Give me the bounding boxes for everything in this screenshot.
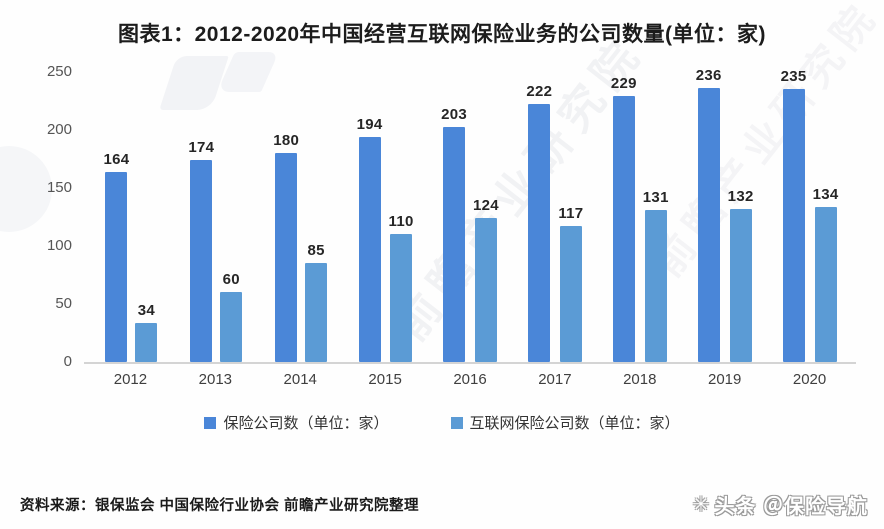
bar-value-label: 60: [222, 271, 240, 289]
x-axis-label: 2019: [707, 371, 742, 388]
bar-column-series2: 117: [558, 205, 583, 362]
page-title: 图表1：2012-2020年中国经营互联网保险业务的公司数量(单位：家): [117, 23, 767, 46]
bar-column-series2: 34: [135, 301, 158, 362]
bar-column-series2: 124: [473, 197, 499, 362]
bar-group: 229 131: [597, 75, 682, 362]
bar-value-label: 164: [103, 150, 130, 168]
bar-series2: [305, 263, 328, 362]
bar-column-series1: 180: [273, 132, 299, 362]
watermark-badge: ✳ 头条 ＠保险导航: [693, 490, 868, 519]
legend-marker-series1: [204, 416, 217, 429]
bar-series2: [220, 292, 243, 362]
bar-group: 236 132: [682, 67, 767, 362]
watermark-badge-text: 头条 ＠保险导航: [714, 496, 868, 518]
bar-series1: [358, 136, 381, 362]
bar-column-series1: 229: [611, 75, 637, 362]
bar-column-series1: 174: [188, 139, 214, 362]
bar-value-label: 85: [307, 242, 325, 260]
x-axis-label: 2018: [623, 371, 657, 388]
bar-value-label: 110: [388, 213, 414, 231]
bar-series2: [474, 218, 497, 362]
bar-value-label: 180: [273, 132, 300, 150]
bar-value-label: 222: [526, 83, 553, 101]
bar-value-label: 174: [188, 139, 215, 157]
bar-series1: [105, 171, 128, 362]
bar-column-series2: 85: [305, 242, 328, 362]
bar-series1: [782, 89, 805, 362]
bar-group: 174 60: [173, 139, 258, 362]
bar-value-label: 229: [610, 75, 637, 93]
x-axis-label: 2015: [368, 371, 402, 388]
bar-column-series2: 132: [728, 188, 754, 362]
bar-group: 203 124: [428, 106, 513, 362]
x-axis-label: 2014: [283, 371, 317, 388]
x-axis-label: 2020: [792, 371, 827, 388]
bar-series2: [814, 206, 837, 362]
y-axis-tick-label: 200: [46, 121, 72, 138]
bar-series1: [443, 126, 466, 362]
legend-label-series1: 保险公司数（单位：家）: [223, 415, 389, 432]
bar-value-label: 203: [441, 105, 467, 123]
bar-column-series2: 60: [220, 271, 243, 362]
bar-value-label: 124: [473, 197, 499, 215]
bar-series2: [390, 234, 413, 362]
bar-value-label: 236: [695, 67, 722, 85]
bar-series2: [135, 322, 158, 362]
bar-value-label: 194: [356, 115, 383, 133]
bar-group: 164 34: [88, 151, 173, 362]
bar-value-label: 131: [642, 189, 669, 207]
bar-column-series1: 222: [526, 83, 552, 362]
bar-series2: [644, 210, 667, 362]
y-axis-tick-label: 250: [46, 63, 72, 80]
bar-column-series1: 235: [781, 68, 807, 362]
bar-series1: [612, 96, 635, 362]
bar-column-series1: 194: [357, 116, 383, 362]
bar-chart: 0 50 100 150 200 250 164 34 174 60 180 85 194 110 203…: [36, 63, 856, 388]
bar-column-series1: 164: [103, 151, 129, 362]
bar-series1: [697, 88, 720, 362]
y-axis-tick-label: 100: [46, 237, 72, 254]
x-axis-label: 2013: [198, 371, 233, 388]
bar-group: 235 134: [767, 68, 852, 362]
bar-series1: [528, 104, 551, 362]
y-axis-tick-label: 150: [46, 179, 72, 196]
toutiao-logo-icon: ✳: [692, 494, 711, 516]
x-axis-label: 2016: [453, 371, 487, 388]
bar-value-label: 134: [812, 185, 839, 203]
bar-series1: [190, 160, 213, 362]
legend-item-series2: 互联网保险公司数（单位：家）: [450, 412, 680, 433]
bar-series2: [729, 208, 752, 362]
bar-group: 222 117: [512, 83, 597, 362]
bar-value-label: 117: [558, 205, 584, 223]
bar-column-series2: 131: [643, 189, 669, 362]
bar-series1: [275, 153, 298, 362]
bar-column-series2: 134: [813, 186, 839, 362]
bar-value-label: 132: [727, 187, 754, 205]
legend-item-series1: 保险公司数（单位：家）: [204, 412, 389, 433]
y-axis-tick-label: 50: [55, 295, 72, 312]
bar-group: 194 110: [343, 116, 428, 362]
y-axis: 0 50 100 150 200 250: [36, 63, 84, 370]
footer: 资料来源：银保监会 中国保险行业协会 前瞻产业研究院整理 ✳ 头条 ＠保险导航: [20, 490, 868, 519]
x-axis-label: 2017: [538, 371, 572, 388]
y-axis-tick-label: 0: [63, 353, 72, 370]
x-axis-row: 2012 2013 2014 2015 2016 2017 2018 2019 2020: [84, 364, 856, 388]
legend-label-series2: 互联网保险公司数（单位：家）: [469, 415, 680, 432]
bar-column-series1: 203: [441, 106, 467, 362]
bar-series2: [559, 226, 582, 362]
source-note: 资料来源：银保监会 中国保险行业协会 前瞻产业研究院整理: [20, 498, 420, 514]
bar-column-series2: 110: [389, 213, 414, 362]
bar-group: 180 85: [258, 132, 343, 362]
bar-column-series1: 236: [696, 67, 722, 362]
bar-value-label: 235: [780, 68, 807, 86]
x-axis-label: 2012: [113, 371, 148, 388]
chart-row: 0 50 100 150 200 250 164 34 174 60 180 85 194 110 203…: [36, 63, 856, 370]
legend: 保险公司数（单位：家） 互联网保险公司数（单位：家）: [0, 412, 884, 433]
legend-marker-series2: [450, 416, 463, 429]
plot-area: 164 34 174 60 180 85 194 110 203 124 222 117 229 131 2…: [84, 67, 856, 364]
bar-value-label: 34: [137, 301, 156, 319]
